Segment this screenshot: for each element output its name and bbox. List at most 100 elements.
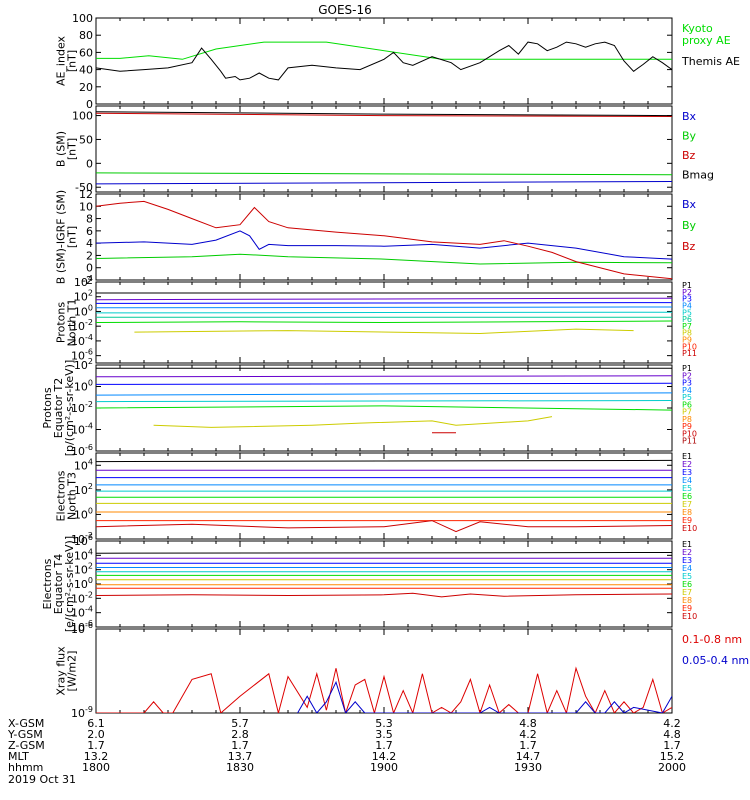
legend-entry: P3 [682, 379, 692, 388]
legend-entry: P11 [682, 349, 697, 358]
legend-entry: E10 [682, 612, 697, 621]
y-axis-label: North T3 [66, 472, 79, 520]
y-tick-label: 10-2 [71, 531, 93, 546]
series-line-p3 [96, 302, 672, 304]
legend-entry: E6 [682, 492, 692, 501]
y-tick-label: 0 [86, 157, 93, 170]
y-tick-label: 102 [74, 357, 93, 372]
footer-value: 1.7 [375, 739, 393, 752]
legend-entry: E5 [682, 572, 692, 581]
series-line-bx [96, 230, 672, 260]
legend-entry: P7 [682, 408, 692, 417]
y-axis-label: [W/m2] [66, 651, 79, 692]
y-tick-label: 10-6 [71, 443, 93, 458]
legend-entry: P5 [682, 308, 692, 317]
y-tick-label: 10-2 [71, 318, 93, 333]
y-tick-label: 6 [86, 225, 93, 238]
y-tick-label: 50 [79, 133, 93, 146]
footer-value: 1.7 [519, 739, 537, 752]
series-line-e1 [96, 459, 672, 463]
panel-frame [95, 364, 673, 452]
legend-entry: E9 [682, 604, 692, 613]
y-axis-label: North T1 [66, 299, 79, 347]
legend-entry: P5 [682, 393, 692, 402]
legend-entry: P10 [682, 429, 697, 438]
legend-entry: By [682, 130, 697, 143]
footer-value: 1800 [82, 761, 110, 774]
footer-value: 4.8 [663, 728, 681, 741]
series-line-e10 [96, 520, 672, 533]
legend-entry: P8 [682, 329, 692, 338]
legend-entry: E7 [682, 500, 692, 509]
legend-entry: 0.05-0.4 nm [682, 654, 749, 667]
series-line-kyoto-proxy-ae [96, 41, 672, 60]
legend-entry: E3 [682, 468, 692, 477]
y-axis-label: B (SM) [55, 131, 68, 167]
legend-entry: P6 [682, 315, 692, 324]
footer-value: 4.8 [519, 717, 537, 730]
footer-row-label: MLT [8, 750, 29, 763]
footer-value: 2000 [658, 761, 686, 774]
y-tick-label: 104 [74, 547, 93, 562]
footer-date: 2019 Oct 31 [8, 773, 76, 786]
y-tick-label: 100 [74, 506, 93, 521]
footer-value: 1830 [226, 761, 254, 774]
legend-entry: E8 [682, 508, 692, 517]
legend-entry: P6 [682, 400, 692, 409]
y-tick-label: 10-4 [71, 605, 93, 620]
panel-frame [95, 193, 673, 281]
footer-row-label: X-GSM [8, 717, 44, 730]
legend-entry: Bx [682, 198, 697, 211]
legend-entry: Bz [682, 240, 696, 253]
footer-value: 2.8 [231, 728, 249, 741]
y-tick-label: -50 [75, 181, 93, 194]
footer-value: 4.2 [519, 728, 537, 741]
series-line-bz [96, 200, 672, 280]
series-line-themis-ae [96, 41, 672, 81]
legend-entry: E8 [682, 596, 692, 605]
y-axis-label: Electrons [55, 470, 68, 521]
y-axis-label: Protons [55, 302, 68, 343]
footer-value: 5.7 [231, 717, 249, 730]
y-tick-label: 40 [79, 64, 93, 77]
legend-entry: P8 [682, 415, 692, 424]
footer-value: 6.1 [87, 717, 105, 730]
legend-entry: E1 [682, 452, 692, 461]
y-tick-label: 0 [86, 262, 93, 275]
y-tick-label: 10-4 [71, 333, 93, 348]
legend-entry: E5 [682, 484, 692, 493]
y-axis-label: Equator T2 [52, 378, 65, 438]
legend-entry: Bmag [682, 169, 714, 182]
panel-frame [95, 628, 673, 714]
footer-row-label: Y-GSM [7, 728, 43, 741]
y-axis-label: [nT] [66, 50, 79, 72]
panel-bsm: -50 0 50 100 B (SM)[nT] Bx By Bz Bmag [55, 105, 714, 194]
y-tick-label: 4 [86, 237, 93, 250]
series-line-bmag [96, 111, 672, 117]
y-tick-label: 10-6 [71, 348, 93, 363]
footer-value: 5.3 [375, 717, 393, 730]
y-tick-label: 100 [72, 110, 93, 123]
series-line-p2 [96, 375, 672, 378]
legend-entry: P1 [682, 364, 692, 373]
footer-value: 1900 [370, 761, 398, 774]
footer-value: 1.7 [231, 739, 249, 752]
y-axis-label: [e/(cm²-s-sr-keV)] [63, 536, 76, 632]
y-axis-label: B (SM)-IGRF (SM) [55, 190, 68, 284]
y-tick-label: 10-4 [71, 422, 93, 437]
legend-entry: Bx [682, 110, 697, 123]
y-tick-label: 100 [74, 379, 93, 394]
y-tick-label: 8 [86, 213, 93, 226]
legend-entry: By [682, 219, 697, 232]
legend-entry: E4 [682, 476, 692, 485]
series-line-e1 [96, 552, 672, 554]
y-axis-label: Equator T4 [52, 554, 65, 614]
footer-value: 1930 [514, 761, 542, 774]
y-axis-label: AE_index [55, 35, 68, 86]
y-tick-label: 10-6 [71, 619, 93, 634]
